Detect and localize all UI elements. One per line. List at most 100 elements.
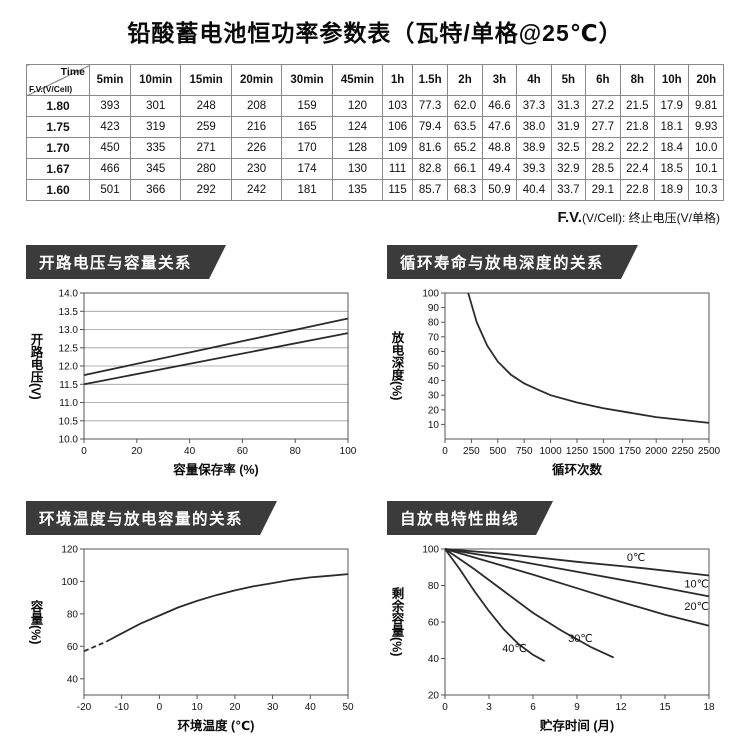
power-value-cell: 28.2	[585, 137, 621, 159]
x-tick-label: 0	[442, 702, 448, 713]
x-tick-label: 80	[290, 446, 302, 457]
column-header: 20min	[230, 64, 283, 96]
power-value-cell: 66.1	[447, 158, 483, 180]
x-tick-label: 20	[131, 446, 143, 457]
x-tick-label: 0	[157, 702, 163, 713]
power-value-cell: 21.8	[619, 116, 656, 138]
power-value-cell: 301	[129, 95, 182, 117]
corner-time-label: Time	[60, 66, 85, 78]
power-value-cell: 38.9	[516, 137, 552, 159]
x-axis-title: 容量保存率 (%)	[172, 462, 258, 477]
chart-banner-ocv: 开路电压与容量关系	[26, 245, 226, 279]
x-tick-label: 12	[615, 702, 627, 713]
fv-row-header: 1.70	[26, 137, 90, 159]
curve-label: 30℃	[568, 633, 593, 645]
y-tick-label: 10.5	[59, 416, 79, 427]
y-tick-label: 20	[428, 405, 440, 416]
power-value-cell: 124	[331, 116, 384, 138]
x-tick-label: 15	[659, 702, 671, 713]
page: 铅酸蓄电池恒功率参数表（瓦特/单格@25℃） Time F.V.(V/Cell)…	[26, 14, 724, 735]
column-header: 1h	[382, 64, 413, 96]
power-value-cell: 31.3	[550, 95, 587, 117]
chart-row: 剩余容量(%) 0 3 6 9 12 15 18 20 40 60 80 100 0℃ 10℃ 20℃ 30℃…	[387, 543, 724, 735]
y-tick-label: 80	[428, 581, 440, 592]
table-row: 1.75 423 319 259 216 165 124 106 79.4 63.5 47.6 38.…	[26, 116, 724, 138]
power-value-cell: 450	[89, 137, 131, 159]
curve-label: 20℃	[684, 601, 709, 613]
power-value-cell: 10.0	[688, 137, 724, 159]
chart-banner-title: 自放电特性曲线	[400, 511, 520, 528]
power-value-cell: 9.81	[688, 95, 724, 117]
power-value-cell: 335	[129, 137, 182, 159]
power-value-cell: 46.6	[481, 95, 518, 117]
y-tick-label: 80	[67, 609, 79, 620]
power-value-cell: 68.3	[447, 179, 483, 201]
curve-cycle-life	[467, 292, 710, 424]
power-value-cell: 366	[129, 179, 182, 201]
y-tick-label: 80	[428, 318, 440, 329]
power-value-cell: 170	[281, 137, 333, 159]
curve-low-temp-dashed	[83, 640, 107, 653]
power-value-cell: 22.4	[619, 158, 656, 180]
power-value-cell: 18.4	[653, 137, 690, 159]
chart-section-temperature: 环境温度与放电容量的关系 容量(%) -20 -10 0 10 20 30 40 50 40 60…	[26, 501, 363, 735]
y-tick-label: 100	[61, 577, 78, 588]
column-header: 1.5h	[411, 64, 449, 96]
power-value-cell: 208	[230, 95, 283, 117]
power-value-cell: 130	[331, 158, 384, 180]
y-axis-title: 剩余容量(%)	[389, 587, 404, 657]
y-tick-label: 40	[428, 654, 440, 665]
power-value-cell: 38.0	[516, 116, 552, 138]
power-value-cell: 18.1	[653, 116, 690, 138]
power-value-cell: 174	[281, 158, 333, 180]
y-tick-label: 30	[428, 391, 440, 402]
power-value-cell: 345	[129, 158, 182, 180]
power-value-cell: 50.9	[481, 179, 518, 201]
y-tick-label: 70	[428, 332, 440, 343]
open-circuit-voltage-chart: 0 20 40 60 80 100 10.0 10.5 11.0 11.5 12.0 12.5 13.0…	[59, 289, 357, 478]
x-tick-label: -20	[77, 702, 92, 713]
column-header: 4h	[516, 64, 552, 96]
power-value-cell: 10.1	[688, 158, 724, 180]
x-tick-label: 20	[229, 702, 241, 713]
table-header-row: Time F.V.(V/Cell) 5min 10min 15min 20min 30m…	[26, 64, 724, 96]
y-tick-label: 40	[428, 376, 440, 387]
y-tick-label: 100	[422, 545, 439, 556]
y-tick-label: 100	[422, 289, 439, 300]
x-tick-label: 30	[267, 702, 279, 713]
power-value-cell: 37.3	[516, 95, 552, 117]
table-row: 1.80 393 301 248 208 159 120 103 77.3 62.0 46.6 37.…	[26, 95, 724, 117]
power-value-cell: 27.2	[585, 95, 621, 117]
self-discharge-chart: 0 3 6 9 12 15 18 20 40 60 80 100 0℃ 10℃ 20℃ 30℃ 40℃ 贮存时间 …	[422, 545, 715, 734]
y-tick-label: 14.0	[59, 289, 79, 300]
y-tick-label: 60	[428, 347, 440, 358]
power-value-cell: 40.4	[516, 179, 552, 201]
x-tick-label: 2000	[645, 446, 668, 457]
power-value-cell: 216	[230, 116, 283, 138]
column-header: 5min	[89, 64, 131, 96]
column-header: 45min	[331, 64, 384, 96]
chart-section-cycle-life: 循环寿命与放电深度的关系 放电深度(%) 0 250 500 750 1000 1250 1…	[387, 245, 724, 479]
power-value-cell: 393	[89, 95, 131, 117]
power-value-cell: 292	[180, 179, 232, 201]
power-value-cell: 62.0	[447, 95, 483, 117]
y-tick-label: 120	[61, 545, 78, 556]
power-value-cell: 103	[382, 95, 413, 117]
power-value-cell: 248	[180, 95, 232, 117]
x-tick-label: 1500	[592, 446, 615, 457]
y-tick-label: 12.0	[59, 362, 79, 373]
column-header: 6h	[585, 64, 621, 96]
power-value-cell: 230	[230, 158, 283, 180]
chart-banner-temperature: 环境温度与放电容量的关系	[26, 501, 277, 535]
power-value-cell: 242	[230, 179, 283, 201]
y-tick-label: 12.5	[59, 343, 79, 354]
fv-row-header: 1.75	[26, 116, 90, 138]
column-header: 5h	[550, 64, 587, 96]
footnote-rest: (V/Cell): 终止电压(V/单格)	[581, 211, 720, 225]
power-value-cell: 280	[180, 158, 232, 180]
chart-section-self-discharge: 自放电特性曲线 剩余容量(%) 0 3 6 9 12 15 18 20 40 60 80 100 0℃ 1…	[387, 501, 724, 735]
plot-frame	[444, 292, 710, 440]
power-value-cell: 28.5	[585, 158, 621, 180]
x-tick-label: 2500	[698, 446, 721, 457]
column-header: 30min	[281, 64, 333, 96]
